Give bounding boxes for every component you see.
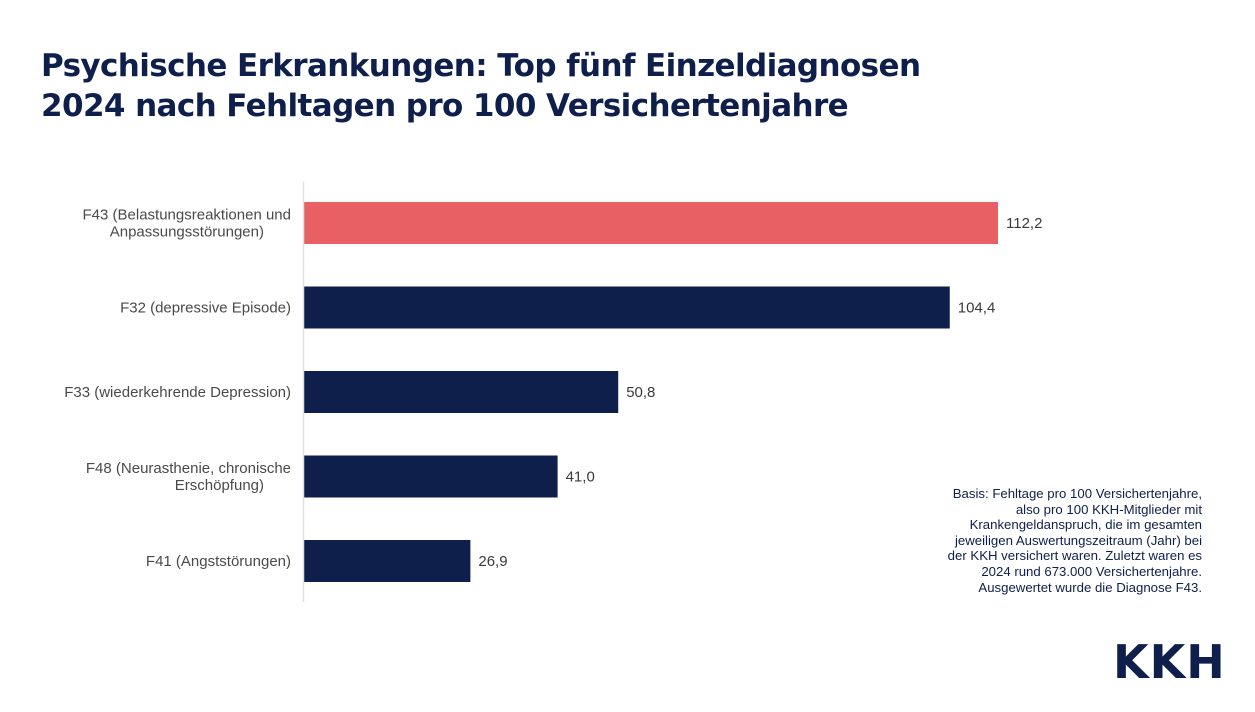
bar [304,286,950,329]
category-label: F41 (Angststörungen) [146,553,291,570]
category-label-line: Anpassungsstörungen) [110,224,264,241]
category-label-line: Erschöpfung) [175,477,264,494]
bar [304,371,619,413]
methodology-note: Basis: Fehltage pro 100 Versichertenjahr… [872,486,1202,595]
note-line: also pro 100 KKH-Mitglieder mit [1015,501,1202,517]
chart-title-line-2: 2024 nach Fehltagen pro 100 Versicherten… [41,88,849,124]
category-label-line: F48 (Neurasthenie, chronische [86,460,291,477]
value-label: 26,9 [478,553,507,570]
chart-title: Psychische Erkrankungen: Top fünf Einzel… [41,46,921,126]
note-line: 2024 rund 673.000 Versichertenjahre. [981,563,1202,579]
note-line: Basis: Fehltage pro 100 Versichertenjahr… [952,486,1202,501]
bar [304,540,471,582]
category-label-line: F33 (wiederkehrende Depression) [64,384,291,401]
category-labels-group: F43 (Belastungsreaktionen und Anpassungss… [64,207,291,571]
category-label: F48 (Neurasthenie, chronische Erschöpfung… [86,460,291,494]
value-labels-group: 112,2 104,4 50,8 41,0 26,9 [478,215,1042,570]
value-label: 50,8 [626,384,655,401]
bars-group [304,202,998,582]
value-label: 104,4 [958,300,996,317]
value-label: 41,0 [566,469,595,486]
category-label-line: F32 (depressive Episode) [120,300,291,317]
note-line: Ausgewertet wurde die Diagnose F43. [978,579,1202,595]
note-line: jeweiligen Auswertungszeitraum (Jahr) be… [954,532,1202,548]
bar [304,455,558,498]
kkh-logo: KKH [1113,635,1226,689]
category-label: F32 (depressive Episode) [120,300,291,317]
category-label: F43 (Belastungsreaktionen und Anpassungss… [83,207,291,241]
bar [304,202,998,244]
category-label: F33 (wiederkehrende Depression) [64,384,291,401]
category-label-line: F41 (Angststörungen) [146,553,291,570]
chart-title-line-1: Psychische Erkrankungen: Top fünf Einzel… [41,48,921,84]
category-label-line: F43 (Belastungsreaktionen und [83,207,291,224]
note-line: der KKH versichert waren. Zuletzt waren … [947,548,1202,564]
value-label: 112,2 [1006,215,1042,232]
note-line: Krankengeldanspruch, die im gesamten [969,517,1202,533]
